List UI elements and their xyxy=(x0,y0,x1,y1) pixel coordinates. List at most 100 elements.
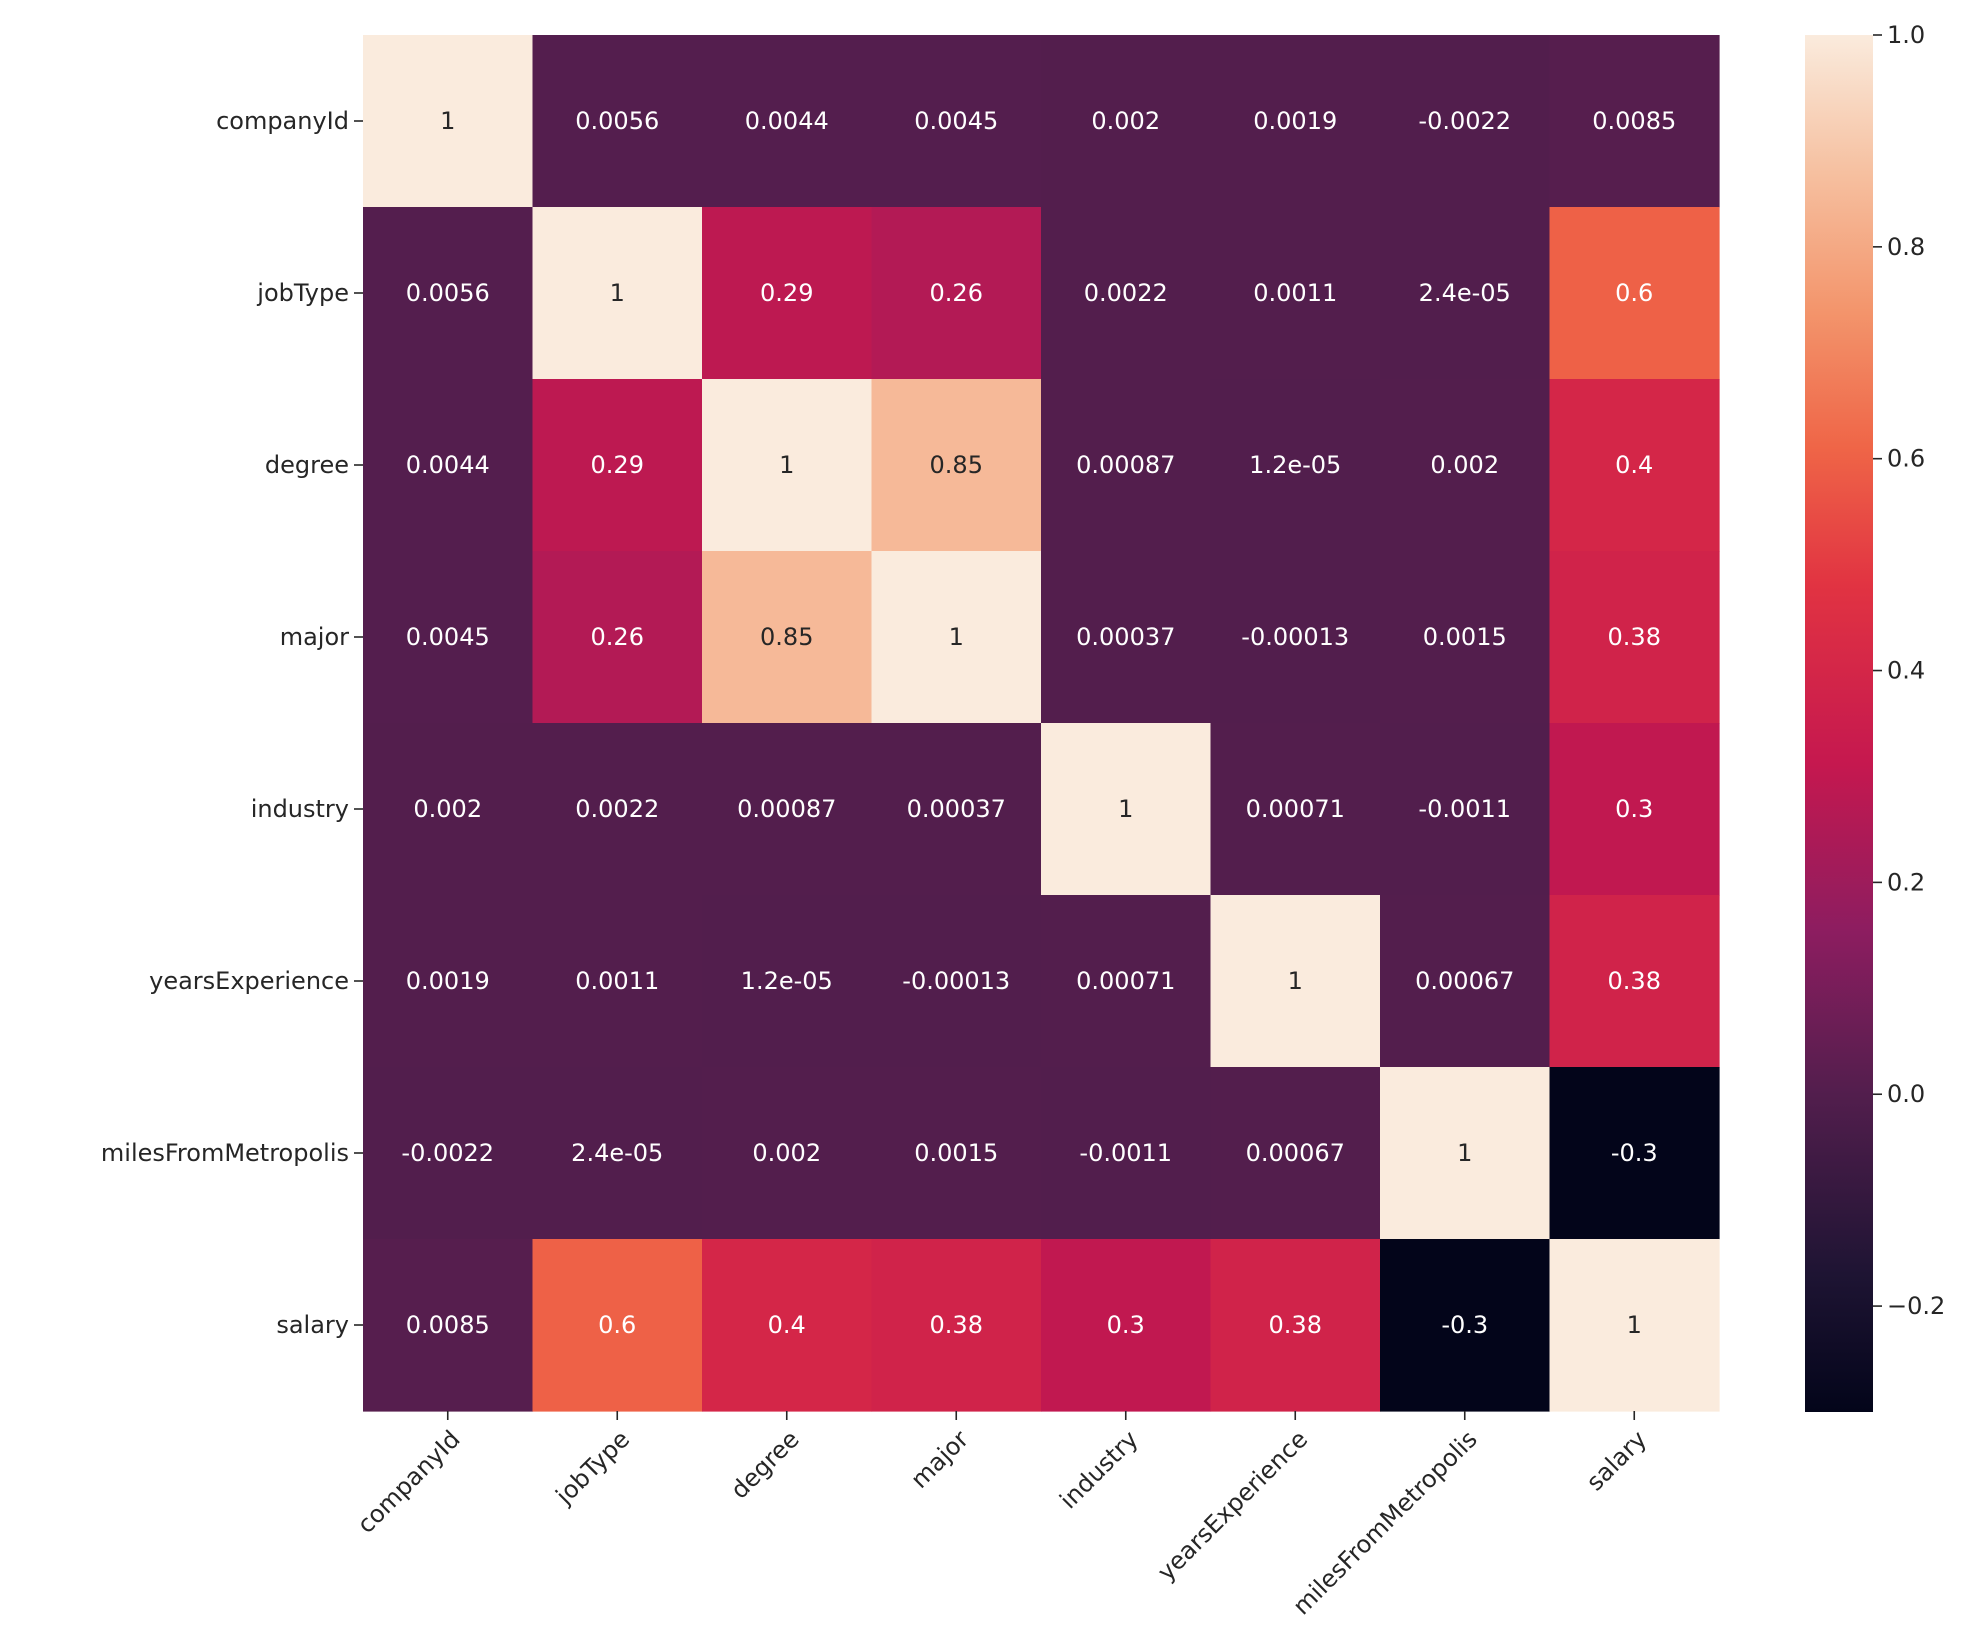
heatmap-cell xyxy=(1380,379,1551,552)
heatmap-cell xyxy=(1380,895,1551,1068)
heatmap-cell xyxy=(1549,1239,1720,1412)
cell-annotation: 1.2e-05 xyxy=(741,967,833,995)
heatmap-cell xyxy=(1210,207,1381,380)
x-axis: companyId jobType degree major industry years… xyxy=(352,1411,1652,1620)
cell-annotation: 1 xyxy=(1288,967,1303,995)
cell-annotation: -0.3 xyxy=(1441,1311,1488,1339)
heatmap-cell xyxy=(702,1067,873,1240)
cell-annotation: 0.0015 xyxy=(1423,623,1507,651)
cell-annotation: 0.00067 xyxy=(1246,1139,1345,1167)
y-tick-label: jobType xyxy=(256,279,349,307)
heatmap-cell xyxy=(871,35,1042,208)
heatmap-cell xyxy=(1380,207,1551,380)
heatmap-cell xyxy=(532,723,703,896)
cell-annotation: 2.4e-05 xyxy=(1419,279,1511,307)
heatmap-cell xyxy=(871,723,1042,896)
colorbar-tick-label: 1.0 xyxy=(1887,21,1925,49)
cell-annotation: 0.0045 xyxy=(406,623,490,651)
cell-annotation: 0.38 xyxy=(1269,1311,1322,1339)
cell-annotation: 0.0019 xyxy=(1253,107,1337,135)
heatmap-cell xyxy=(1041,895,1212,1068)
cell-annotation: 0.0015 xyxy=(914,1139,998,1167)
cell-annotation: 0.0011 xyxy=(575,967,659,995)
y-tick-label: degree xyxy=(265,451,349,479)
heatmap-cell xyxy=(363,895,534,1068)
heatmap-cell xyxy=(1041,1067,1212,1240)
cell-annotation: 0.00071 xyxy=(1076,967,1175,995)
x-tick-label: milesFromMetropolis xyxy=(1287,1425,1482,1620)
cell-annotation: -0.0011 xyxy=(1079,1139,1172,1167)
heatmap-cell xyxy=(1041,1239,1212,1412)
heatmap-cell xyxy=(702,379,873,552)
heatmap-cell xyxy=(1041,35,1212,208)
cell-annotation: 0.0085 xyxy=(1592,107,1676,135)
heatmap-cell xyxy=(1041,723,1212,896)
heatmap-cell xyxy=(532,207,703,380)
cell-annotation: 1 xyxy=(1118,795,1133,823)
cell-annotation: 0.0011 xyxy=(1253,279,1337,307)
cell-annotation: 2.4e-05 xyxy=(571,1139,663,1167)
cell-annotation: 1 xyxy=(1627,1311,1642,1339)
x-tick-label: degree xyxy=(725,1425,804,1504)
heatmap-cell xyxy=(702,723,873,896)
heatmap-cell xyxy=(1549,35,1720,208)
cell-annotation: 1 xyxy=(949,623,964,651)
cell-annotation: -0.3 xyxy=(1611,1139,1658,1167)
cell-annotation: -0.0022 xyxy=(401,1139,494,1167)
y-tick-label: milesFromMetropolis xyxy=(101,1139,349,1167)
heatmap-cell xyxy=(363,723,534,896)
heatmap-cell xyxy=(363,379,534,552)
heatmap-cells xyxy=(363,35,1720,1412)
colorbar: −0.2 0.0 0.2 0.4 0.6 0.8 1.0 xyxy=(1805,21,1945,1412)
cell-annotation: 0.002 xyxy=(752,1139,821,1167)
heatmap-cell xyxy=(1549,895,1720,1068)
heatmap-cell xyxy=(363,1239,534,1412)
cell-annotation: -0.0011 xyxy=(1418,795,1511,823)
cell-annotation: 1 xyxy=(610,279,625,307)
cell-annotation: 0.00037 xyxy=(907,795,1006,823)
colorbar-tick-label: 0.0 xyxy=(1887,1080,1925,1108)
x-tick-label: major xyxy=(905,1425,974,1494)
heatmap-cell xyxy=(1380,1067,1551,1240)
cell-annotation: 0.6 xyxy=(1615,279,1653,307)
cell-annotation: 1 xyxy=(1457,1139,1472,1167)
y-tick-label: companyId xyxy=(216,107,349,135)
heatmap-cell xyxy=(871,207,1042,380)
heatmap-cell xyxy=(1380,551,1551,724)
heatmap-cell xyxy=(1210,551,1381,724)
colorbar-tick-label: 0.6 xyxy=(1887,445,1925,473)
heatmap-cell xyxy=(363,1067,534,1240)
heatmap-cell xyxy=(1041,379,1212,552)
heatmap-cell xyxy=(702,35,873,208)
heatmap-cell xyxy=(363,35,534,208)
cell-annotation: 0.0085 xyxy=(406,1311,490,1339)
heatmap-cell xyxy=(532,379,703,552)
heatmap-cell xyxy=(1549,723,1720,896)
cell-annotation: -0.0022 xyxy=(1418,107,1511,135)
cell-annotation: 0.00071 xyxy=(1246,795,1345,823)
cell-annotation: 0.0045 xyxy=(914,107,998,135)
colorbar-tick-label: −0.2 xyxy=(1887,1292,1945,1320)
y-tick-label: salary xyxy=(276,1311,349,1339)
cell-annotation: 0.002 xyxy=(413,795,482,823)
cell-annotation: 0.0022 xyxy=(1084,279,1168,307)
heatmap-cell xyxy=(1210,35,1381,208)
heatmap-cell xyxy=(1380,723,1551,896)
cell-annotation: 0.0056 xyxy=(406,279,490,307)
heatmap-cell xyxy=(702,895,873,1068)
heatmap-cell xyxy=(871,1067,1042,1240)
cell-annotation: 0.29 xyxy=(591,451,644,479)
cell-annotation: 0.0044 xyxy=(406,451,490,479)
cell-annotation: 1 xyxy=(440,107,455,135)
heatmap-cell xyxy=(1210,1067,1381,1240)
heatmap-cell xyxy=(702,551,873,724)
cell-annotation: 0.00037 xyxy=(1076,623,1175,651)
heatmap-cell xyxy=(1380,35,1551,208)
cell-annotation: -0.00013 xyxy=(1241,623,1349,651)
colorbar-tick-label: 0.8 xyxy=(1887,233,1925,261)
heatmap-cell xyxy=(1210,723,1381,896)
y-tick-label: major xyxy=(280,623,349,651)
cell-annotation: 0.85 xyxy=(760,623,813,651)
cell-annotation: 0.0044 xyxy=(745,107,829,135)
